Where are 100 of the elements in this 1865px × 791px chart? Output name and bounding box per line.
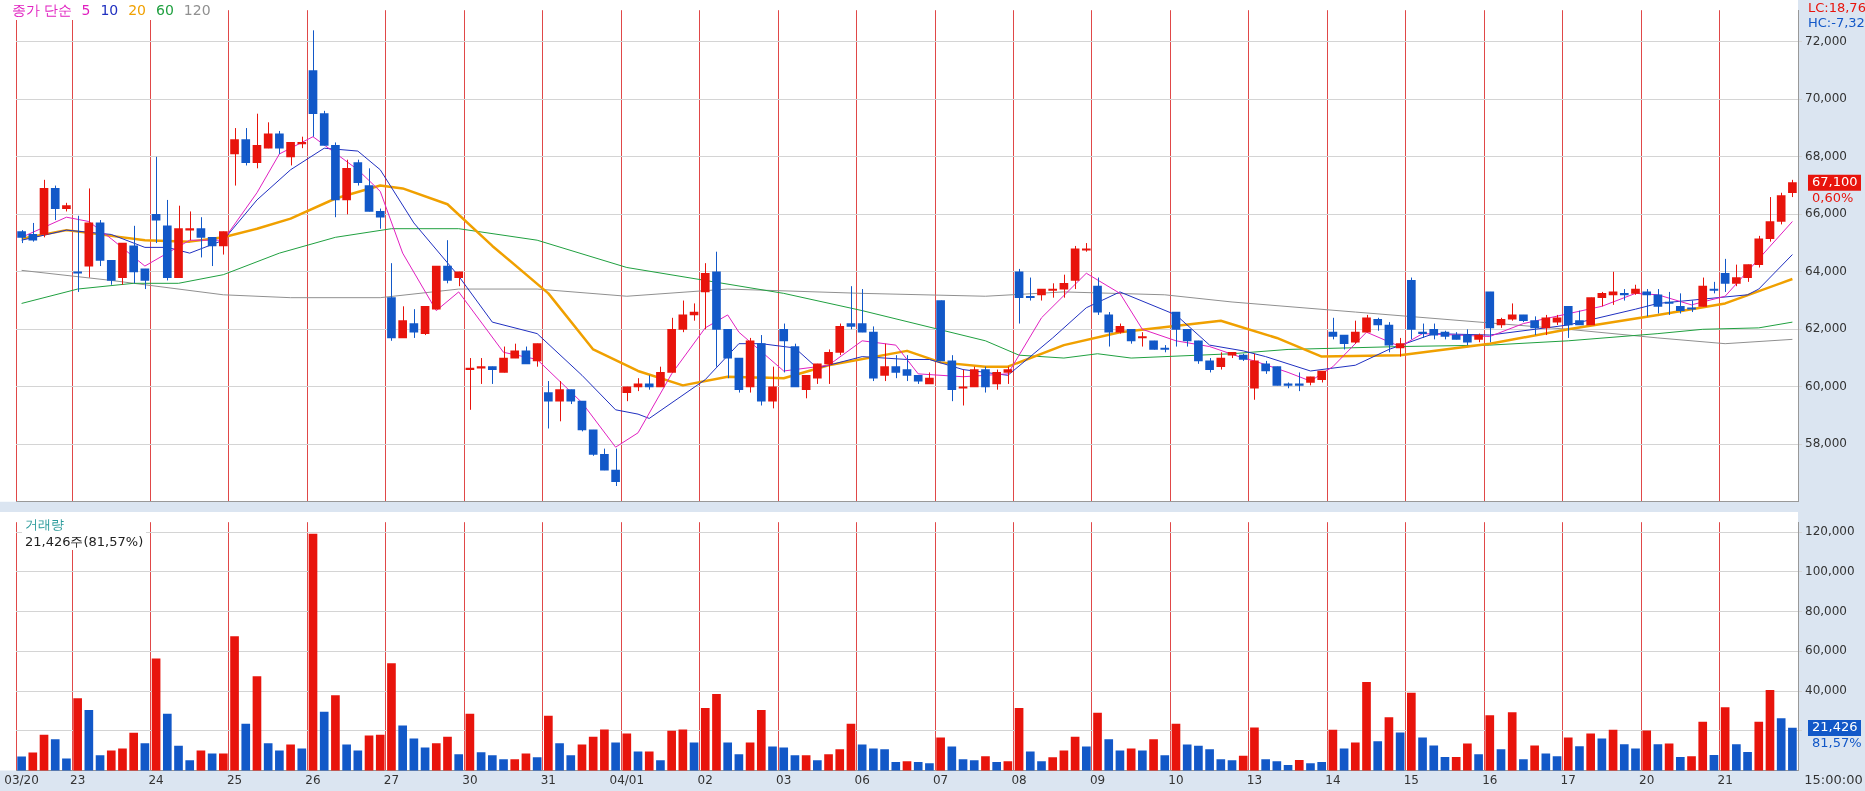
candlestick <box>431 265 441 310</box>
bar <box>577 744 587 771</box>
candlestick <box>387 262 396 342</box>
bar <box>1025 751 1035 771</box>
bar <box>364 735 374 771</box>
bar <box>1182 744 1192 771</box>
chart-title: 거래량 <box>25 516 65 533</box>
candlestick <box>588 429 598 457</box>
bar <box>745 742 755 771</box>
bar <box>1384 717 1394 771</box>
text: 15:00:00 <box>1804 772 1863 788</box>
bar <box>913 762 923 771</box>
candlestick <box>869 325 878 382</box>
candlestick <box>1182 328 1192 348</box>
bar <box>756 710 766 771</box>
candlestick <box>1093 277 1102 316</box>
bar <box>1765 689 1775 771</box>
bar <box>140 743 150 771</box>
candlestick <box>1507 302 1517 322</box>
bar <box>1463 743 1472 771</box>
x-tick-label: 23 <box>70 772 86 787</box>
candlestick <box>1687 300 1696 313</box>
candlestick <box>1272 366 1282 386</box>
bar <box>700 708 710 771</box>
candlestick <box>28 222 38 243</box>
bar <box>510 759 520 771</box>
x-tick-label: 02 <box>697 772 713 787</box>
candlestick <box>219 231 228 256</box>
candlestick <box>992 369 1001 391</box>
x-tick-label: 31 <box>540 772 556 787</box>
y-tick-label: 66,000 <box>1805 206 1847 221</box>
candlestick <box>600 448 609 471</box>
bar <box>869 748 878 771</box>
bar <box>1339 748 1349 771</box>
bar <box>1653 744 1663 771</box>
bar <box>1631 748 1640 771</box>
bar <box>544 715 553 771</box>
bar <box>387 663 396 771</box>
bar <box>1418 737 1427 771</box>
bar <box>1261 759 1270 771</box>
bar <box>1485 715 1495 771</box>
bar <box>1238 755 1248 771</box>
bar <box>1138 750 1147 771</box>
bar <box>790 755 800 771</box>
bar <box>297 748 307 771</box>
candlestick <box>969 366 979 388</box>
y-tick-label: 100,000 <box>1805 564 1855 579</box>
candlestick <box>1530 315 1539 336</box>
bar <box>1575 746 1584 771</box>
bar <box>499 759 508 771</box>
bar <box>162 713 172 771</box>
bar <box>1788 727 1797 771</box>
bar <box>611 742 620 771</box>
bar <box>532 757 542 771</box>
bar <box>1642 730 1652 771</box>
candlestick <box>891 354 901 379</box>
candlestick <box>1776 192 1786 225</box>
bar <box>1519 759 1528 771</box>
candlestick <box>555 380 564 422</box>
candlestick <box>1227 351 1237 359</box>
bar <box>375 734 385 771</box>
bar <box>857 744 867 771</box>
bar <box>969 760 979 771</box>
bar <box>28 752 38 771</box>
candlestick <box>1575 310 1584 326</box>
bar <box>1317 761 1327 771</box>
bar <box>465 713 475 771</box>
bar <box>95 755 105 771</box>
bar <box>644 751 654 771</box>
bar <box>1474 754 1483 771</box>
x-tick-label: 06 <box>854 772 870 787</box>
candlestick <box>700 262 710 330</box>
bar <box>129 732 139 771</box>
bar <box>1003 761 1013 771</box>
bar <box>824 754 833 771</box>
bar <box>925 763 934 771</box>
candlestick <box>331 141 340 218</box>
bar <box>1306 763 1315 771</box>
y-tick-label: 120,000 <box>1805 524 1855 539</box>
text: 120 <box>182 2 212 20</box>
x-tick-label: 26 <box>305 772 321 787</box>
bar <box>1732 744 1741 771</box>
candlestick <box>286 141 295 166</box>
x-tick-label: 15 <box>1403 772 1419 787</box>
bar <box>555 743 564 771</box>
y-tick-label: 40,000 <box>1805 683 1847 698</box>
x-tick-label: 30 <box>462 772 478 787</box>
bar <box>622 733 632 771</box>
text: 81,57% <box>1812 735 1862 751</box>
bar <box>1664 743 1674 771</box>
bar <box>1328 729 1338 771</box>
x-tick-label: 21 <box>1717 772 1733 787</box>
x-tick-label: 08 <box>1011 772 1027 787</box>
candlestick <box>375 208 385 230</box>
bar <box>678 729 688 771</box>
candlestick <box>106 259 116 286</box>
candlestick <box>779 323 789 373</box>
bar <box>1541 753 1551 771</box>
bar <box>1059 750 1069 771</box>
bar <box>185 760 195 771</box>
